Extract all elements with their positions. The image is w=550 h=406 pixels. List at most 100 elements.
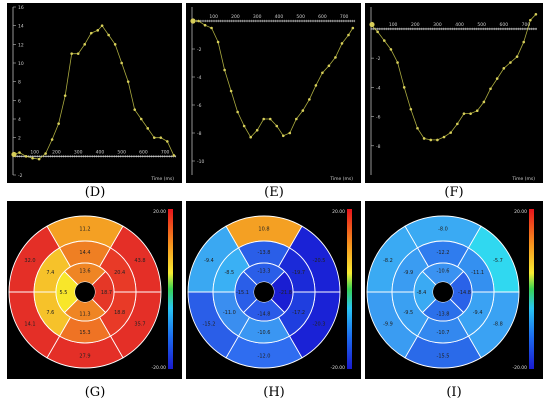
basal-segment-value: -8.2 (383, 258, 393, 264)
strain-point (515, 55, 519, 58)
strain-point (449, 131, 452, 134)
apical-segment-value: -10.6 (437, 268, 450, 274)
x-tick-label: 500 (117, 149, 126, 155)
mid-segment-value: -17.2 (292, 310, 305, 316)
x-tick-label: 300 (253, 14, 262, 20)
mid-segment-value: -9.4 (473, 310, 483, 316)
y-tick-label: 14 (18, 24, 24, 30)
strain-point (44, 152, 47, 155)
strain-point (502, 67, 506, 70)
strain-point (534, 13, 538, 16)
x-tick-label: 100 (30, 149, 39, 155)
strain-series-line (370, 14, 537, 141)
x-tick-label: 200 (52, 149, 61, 155)
strain-point (321, 71, 324, 75)
mid-segment-value: 18.8 (114, 310, 125, 316)
strain-point (255, 128, 259, 132)
bullseye-chart-h: 10.8 -20.5 -20.3 -12.0 -15.2 -9.4 -13.8 -19.7 -1… (186, 201, 361, 379)
y-tick-label: 12 (18, 42, 24, 48)
strain-point (456, 122, 459, 126)
scale-max-label: 20.00 (153, 209, 166, 215)
basal-segment-value: 43.8 (134, 258, 145, 264)
strain-point (63, 94, 67, 97)
apex-hole (75, 282, 95, 302)
strain-point (190, 19, 194, 23)
bullseye-chart-g: 11.2 43.8 35.7 27.9 14.1 32.0 14.4 20.4 18.8 15.3… (7, 201, 182, 379)
y-tick-label: -6 (376, 115, 381, 121)
strain-point (475, 109, 479, 113)
mid-segment-value: 7.4 (46, 270, 54, 276)
strain-point (275, 124, 279, 128)
strain-point (249, 135, 252, 139)
x-axis-label: Time (ms) (511, 176, 535, 182)
x-tick-label: 700 (340, 14, 349, 20)
strain-point (334, 56, 337, 59)
basal-segment-value: -5.7 (493, 258, 503, 264)
strain-point (347, 33, 350, 37)
strain-point (376, 30, 379, 34)
basal-segment-value: -12.0 (258, 353, 271, 359)
basal-segment-value: 27.9 (79, 353, 90, 359)
basal-segment-value: -15.2 (203, 322, 216, 328)
y-tick-label: -8 (376, 144, 381, 150)
strain-point (301, 109, 305, 112)
strain-chart-e: -10 -8 -6 -4 -2 100 200 300 400 500 600 700 Time (ms… (186, 3, 361, 183)
mid-segment-value: -9.9 (403, 270, 413, 276)
y-tick-label: 6 (18, 98, 21, 104)
x-tick-label: 600 (500, 22, 509, 28)
basal-segment-value: -20.5 (313, 258, 326, 264)
strain-point (120, 61, 123, 65)
caption-g: (G) (84, 385, 106, 400)
apex-hole (254, 282, 274, 302)
strain-point (382, 39, 386, 42)
basal-segment-value: 10.8 (258, 226, 269, 232)
apical-segment-value: -8.4 (417, 290, 427, 296)
mid-segment-value: -11.0 (223, 310, 236, 316)
strain-point (327, 64, 331, 68)
strain-point (172, 154, 176, 157)
y-tick-label: -2 (376, 56, 381, 62)
strain-point (429, 138, 433, 142)
strain-point (396, 61, 399, 64)
x-axis-label: Time (ms) (150, 176, 174, 182)
x-tick-label: 600 (139, 149, 148, 155)
apical-segment-value: -14.8 (258, 311, 271, 317)
apex-hole (433, 282, 453, 302)
strain-point (436, 138, 439, 142)
strain-point (389, 48, 393, 51)
x-tick-label: 200 (231, 14, 240, 20)
apical-segment-value: -13.8 (437, 311, 450, 317)
strain-point (495, 77, 499, 80)
mid-segment-value: -10.6 (258, 330, 271, 336)
mid-segment-value: -8.5 (224, 270, 234, 276)
basal-segment-value: -20.3 (313, 322, 326, 328)
strain-point (242, 124, 246, 128)
strain-point (340, 42, 344, 45)
mid-segment-value: -11.1 (471, 270, 484, 276)
y-tick-label: 2 (376, 3, 379, 4)
x-tick-label: 300 (74, 149, 83, 155)
mid-segment-value: -12.2 (437, 250, 450, 256)
y-tick-label: -2 (18, 173, 23, 179)
strain-point (268, 117, 272, 121)
apical-segment-value: 18.7 (101, 290, 112, 296)
strain-point (288, 131, 292, 135)
x-tick-label: 100 (389, 22, 398, 28)
basal-segment-value: 11.2 (79, 226, 90, 232)
strain-chart-d: -2 2 4 6 8 10 12 14 16 100 200 300 400 500 600 700 Time … (7, 3, 182, 183)
strain-chart-f: -8 -6 -4 -2 2 100 200 300 400 500 600 700 Time (ms) (365, 3, 543, 183)
y-tick-label: -6 (197, 103, 202, 109)
caption-d: (D) (84, 185, 106, 200)
apical-segment-value: 5.5 (60, 290, 68, 296)
strain-series-line (12, 25, 175, 160)
strain-point (203, 23, 207, 27)
x-axis-label: Time (ms) (329, 176, 353, 182)
strain-point (146, 127, 150, 130)
strain-point (76, 52, 80, 55)
scale-min-label: -20.00 (512, 365, 527, 371)
strain-point (18, 151, 21, 154)
basal-segment-value: -9.4 (204, 258, 214, 264)
strain-point (489, 87, 492, 91)
basal-segment-value: 32.0 (24, 258, 35, 264)
x-tick-label: 300 (433, 22, 442, 28)
